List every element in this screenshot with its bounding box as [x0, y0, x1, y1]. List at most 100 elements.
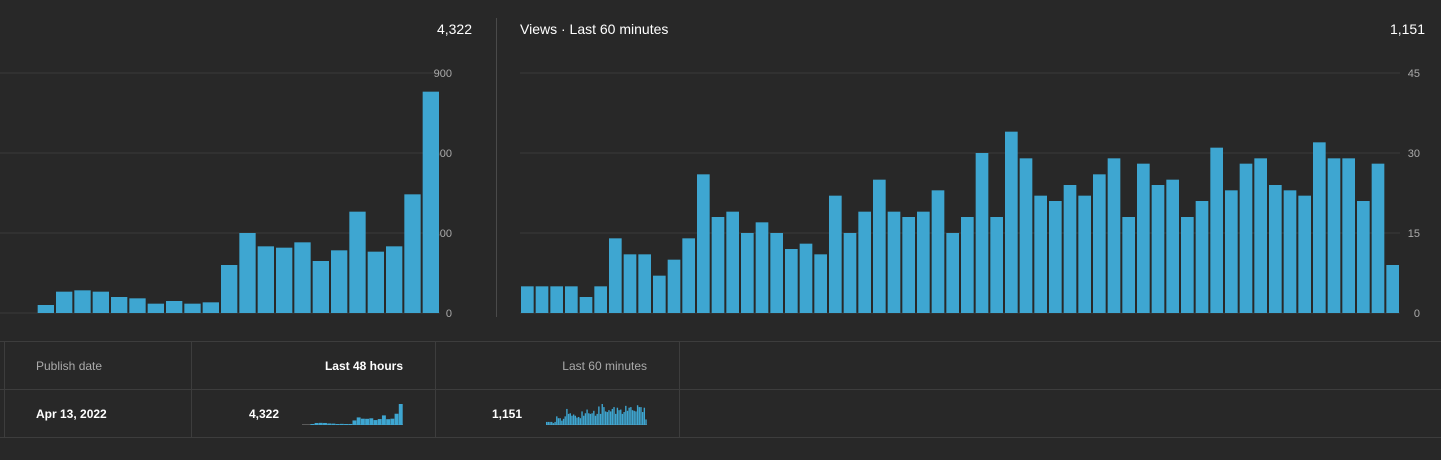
bar-48h-6[interactable]: [92, 291, 109, 313]
bar-60m-43[interactable]: [1137, 163, 1150, 313]
bar-60m-46[interactable]: [1181, 217, 1194, 313]
bar-48h-7[interactable]: [111, 297, 128, 313]
sparkline-bar-60m: [604, 411, 607, 425]
bar-48h-15[interactable]: [257, 246, 274, 313]
bar-48h-8[interactable]: [129, 298, 146, 313]
sparkline-bar-48h: [390, 418, 395, 425]
bar-60m-8[interactable]: [623, 254, 637, 313]
sparkline-bar-60m: [606, 412, 608, 425]
bar-60m-56[interactable]: [1327, 158, 1341, 313]
bar-60m-31[interactable]: [961, 217, 974, 313]
bar-48h-21[interactable]: [367, 251, 384, 313]
bar-60m-42[interactable]: [1122, 217, 1135, 313]
bar-60m-18[interactable]: [770, 233, 783, 313]
bar-60m-16[interactable]: [741, 233, 754, 313]
bar-60m-9[interactable]: [638, 254, 651, 313]
column-header-last-60-minutes[interactable]: Last 60 minutes: [562, 359, 647, 373]
bar-48h-18[interactable]: [312, 261, 329, 313]
bar-48h-22[interactable]: [386, 246, 403, 313]
bar-60m-25[interactable]: [873, 179, 886, 313]
bar-60m-17[interactable]: [755, 222, 769, 313]
bar-60m-10[interactable]: [653, 275, 666, 313]
sparkline-bar-60m: [631, 410, 634, 425]
bar-60m-1[interactable]: [521, 286, 534, 313]
bar-60m-41[interactable]: [1107, 158, 1121, 313]
column-header-publish-date[interactable]: Publish date: [36, 359, 103, 373]
bar-60m-3[interactable]: [550, 286, 563, 313]
bar-60m-51[interactable]: [1254, 158, 1267, 313]
bar-48h-12[interactable]: [202, 302, 219, 313]
bar-48h-4[interactable]: [56, 291, 73, 313]
bar-60m-53[interactable]: [1283, 190, 1297, 313]
bar-60m-36[interactable]: [1034, 195, 1047, 313]
bar-60m-49[interactable]: [1225, 190, 1238, 313]
bar-48h-5[interactable]: [74, 290, 91, 313]
bar-60m-24[interactable]: [858, 211, 871, 313]
bar-60m-52[interactable]: [1269, 185, 1282, 313]
bar-60m-60[interactable]: [1386, 265, 1399, 313]
bar-60m-28[interactable]: [917, 211, 930, 313]
bar-60m-58[interactable]: [1357, 201, 1370, 313]
bar-48h-13[interactable]: [221, 265, 238, 313]
bar-60m-40[interactable]: [1093, 174, 1106, 313]
bar-60m-59[interactable]: [1371, 163, 1385, 313]
sparkline-bar-48h: [394, 413, 399, 425]
bar-48h-9[interactable]: [147, 303, 164, 313]
bar-60m-12[interactable]: [682, 238, 695, 313]
bar-48h-11[interactable]: [184, 303, 201, 313]
bar-60m-35[interactable]: [1019, 158, 1033, 313]
sparkline-bar-48h: [318, 422, 323, 425]
bar-48h-20[interactable]: [349, 211, 366, 313]
bar-60m-34[interactable]: [1005, 131, 1018, 313]
bar-60m-23[interactable]: [843, 233, 857, 313]
bar-60m-32[interactable]: [975, 153, 989, 313]
bar-48h-3[interactable]: [37, 305, 54, 313]
bar-60m-55[interactable]: [1313, 142, 1326, 313]
bar-60m-2[interactable]: [535, 286, 549, 313]
bar-60m-26[interactable]: [887, 211, 901, 313]
bar-60m-38[interactable]: [1063, 185, 1077, 313]
sparkline-bar-60m: [591, 413, 593, 425]
bar-60m-45[interactable]: [1166, 179, 1179, 313]
column-header-last-48-hours[interactable]: Last 48 hours: [324, 359, 403, 373]
bar-60m-44[interactable]: [1151, 185, 1165, 313]
bar-60m-21[interactable]: [814, 254, 827, 313]
bar-chart-last-60-minutes[interactable]: 0 15 30 45: [498, 0, 1441, 330]
bar-60m-57[interactable]: [1342, 158, 1355, 313]
realtime-table: Publish date Last 48 hours Last 60 minut…: [0, 341, 1441, 438]
sparkline-bar-60m: [640, 407, 642, 425]
bar-60m-29[interactable]: [931, 190, 945, 313]
bar-60m-20[interactable]: [799, 243, 813, 313]
bar-60m-11[interactable]: [667, 259, 681, 313]
bar-48h-16[interactable]: [276, 247, 293, 313]
bar-60m-14[interactable]: [711, 217, 725, 313]
bar-48h-17[interactable]: [294, 242, 311, 313]
sparkline-bar-60m: [561, 420, 563, 425]
bar-60m-22[interactable]: [829, 195, 842, 313]
bar-48h-24[interactable]: [422, 91, 439, 314]
bar-60m-48[interactable]: [1210, 147, 1223, 313]
bar-60m-47[interactable]: [1195, 201, 1209, 313]
bar-48h-23[interactable]: [404, 194, 421, 313]
bar-60m-4[interactable]: [565, 286, 578, 313]
bar-48h-10[interactable]: [166, 301, 183, 313]
bar-60m-54[interactable]: [1298, 195, 1311, 313]
sparkline-bar-60m: [598, 406, 600, 425]
sparkline-bar-60m: [633, 410, 635, 425]
bar-60m-27[interactable]: [902, 217, 915, 313]
bar-60m-39[interactable]: [1078, 195, 1091, 313]
bar-60m-33[interactable]: [990, 217, 1003, 313]
bar-60m-15[interactable]: [726, 211, 739, 313]
bar-48h-14[interactable]: [239, 233, 256, 313]
bar-60m-37[interactable]: [1049, 201, 1062, 313]
bar-60m-50[interactable]: [1239, 163, 1253, 313]
bar-60m-6[interactable]: [594, 286, 607, 313]
sparkline-48h: [302, 404, 403, 425]
bar-60m-30[interactable]: [946, 233, 959, 313]
bar-60m-7[interactable]: [609, 238, 622, 313]
bar-60m-5[interactable]: [579, 297, 593, 313]
bar-60m-13[interactable]: [697, 174, 710, 313]
bar-48h-19[interactable]: [331, 250, 348, 313]
bar-60m-19[interactable]: [785, 249, 798, 313]
